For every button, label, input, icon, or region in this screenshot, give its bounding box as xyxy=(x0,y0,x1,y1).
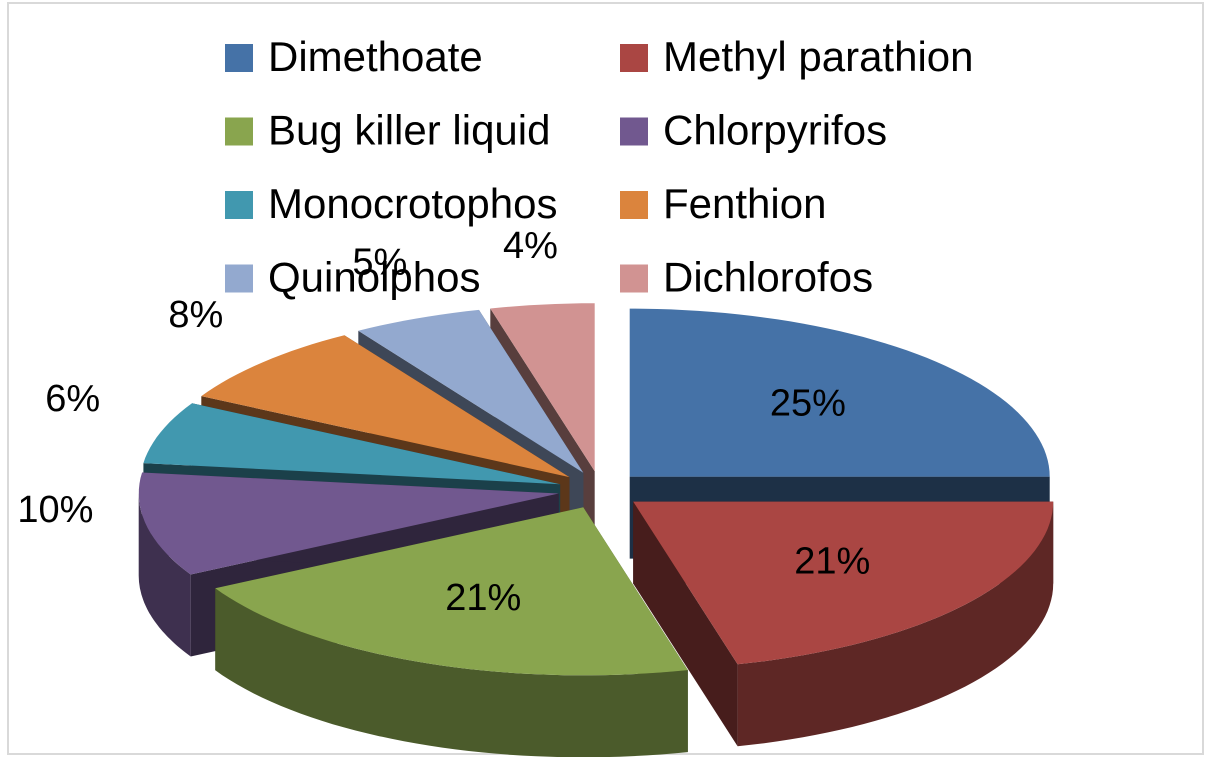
slice xyxy=(215,507,688,757)
legend-swatch xyxy=(620,191,648,219)
data-label: 4% xyxy=(503,225,558,267)
legend-label: Dichlorofos xyxy=(663,254,873,301)
legend-label: Bug killer liquid xyxy=(268,107,550,154)
legend-label: Quinolphos xyxy=(268,254,480,301)
data-label: 21% xyxy=(445,577,521,619)
data-label: 25% xyxy=(770,382,846,424)
data-label: 21% xyxy=(794,540,870,582)
slice-top xyxy=(633,501,1054,665)
slice-top xyxy=(201,335,570,478)
data-label: 5% xyxy=(352,242,407,284)
legend-swatch xyxy=(620,44,648,72)
legend-label: Chlorpyrifos xyxy=(663,107,887,154)
legend-swatch xyxy=(620,264,648,293)
legend-label: Fenthion xyxy=(663,180,826,227)
slice-top xyxy=(143,403,561,485)
slice-wall xyxy=(138,493,191,657)
slice-wall xyxy=(737,501,1054,747)
slice-top xyxy=(215,507,688,676)
slice-top xyxy=(629,308,1050,477)
legend-swatch xyxy=(620,117,648,146)
legend-label: Monocrotophos xyxy=(268,180,558,227)
slice-top xyxy=(138,472,559,575)
data-label: 6% xyxy=(45,378,100,420)
legend-label: Methyl parathion xyxy=(663,33,974,80)
legend-label: Dimethoate xyxy=(268,33,483,80)
legend-swatch xyxy=(225,191,253,219)
data-label: 10% xyxy=(17,489,93,531)
slice-top xyxy=(490,303,595,472)
slice xyxy=(633,501,1054,747)
slice-top xyxy=(358,309,584,473)
legend-swatch xyxy=(225,44,253,72)
slice-wall xyxy=(215,588,688,757)
slice-side xyxy=(633,501,738,747)
legend-swatch xyxy=(225,264,253,293)
data-label: 8% xyxy=(168,294,223,336)
legend-swatch xyxy=(225,117,253,146)
